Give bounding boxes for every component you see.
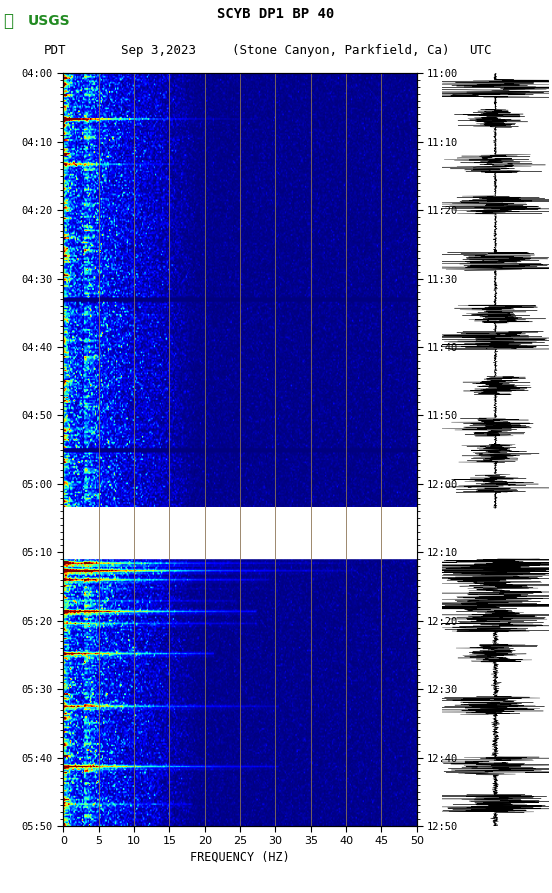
Bar xyxy=(63,508,417,558)
X-axis label: FREQUENCY (HZ): FREQUENCY (HZ) xyxy=(190,851,290,864)
Text: PDT: PDT xyxy=(44,44,67,56)
Text: USGS: USGS xyxy=(28,13,70,28)
Text: ⛰: ⛰ xyxy=(3,12,13,29)
Text: UTC: UTC xyxy=(469,44,492,56)
Text: SCYB DP1 BP 40: SCYB DP1 BP 40 xyxy=(217,6,335,21)
Text: Sep 3,2023: Sep 3,2023 xyxy=(121,44,197,56)
Text: (Stone Canyon, Parkfield, Ca): (Stone Canyon, Parkfield, Ca) xyxy=(232,44,449,56)
